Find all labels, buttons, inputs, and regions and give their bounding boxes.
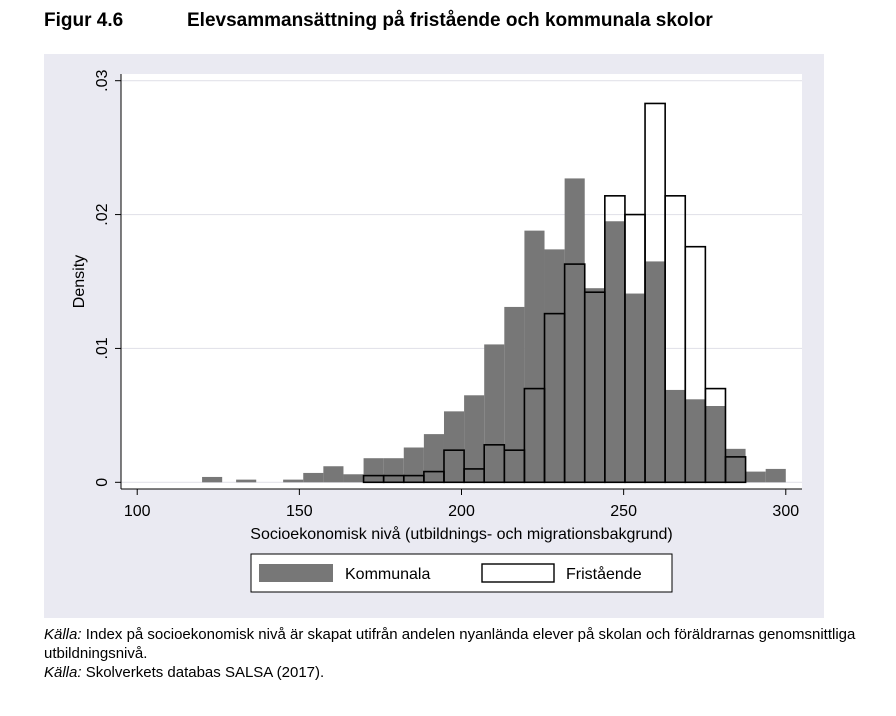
figure-title: Elevsammansättning på fristående och kom… bbox=[187, 10, 713, 31]
x-tick-label: 150 bbox=[286, 503, 313, 520]
y-tick-label: 0 bbox=[94, 478, 111, 487]
source-note: Källa: Index på socioekonomisk nivå är s… bbox=[44, 625, 864, 663]
kommunala-bar bbox=[363, 458, 384, 483]
kommunala-bar bbox=[645, 261, 666, 483]
x-axis-label: Socioekonomisk nivå (utbildnings- och mi… bbox=[250, 525, 672, 543]
fristaende-bar bbox=[443, 449, 465, 484]
x-tick-label: 300 bbox=[772, 503, 799, 520]
kommunala-bar bbox=[323, 466, 344, 483]
kommunala-bar bbox=[236, 479, 257, 483]
y-axis-label: Density bbox=[71, 255, 88, 308]
kommunala-bar bbox=[564, 178, 585, 483]
kommunala-bar bbox=[745, 471, 766, 483]
fristaende-bar bbox=[704, 387, 727, 484]
kommunala-bar bbox=[403, 447, 424, 483]
kommunala-bar bbox=[283, 479, 304, 483]
legend-swatch-kommunala bbox=[259, 564, 333, 582]
kommunala-bar bbox=[705, 406, 726, 483]
kommunala-bar bbox=[665, 389, 686, 483]
kommunala-bar bbox=[504, 306, 525, 483]
kommunala-bar bbox=[343, 474, 364, 483]
kommunala-bar bbox=[423, 434, 444, 483]
y-tick-label: .03 bbox=[94, 69, 111, 91]
legend-label-kommunala: Kommunala bbox=[345, 566, 430, 583]
y-tick-label: .02 bbox=[94, 203, 111, 225]
source-note: Källa: Skolverkets databas SALSA (2017). bbox=[44, 663, 864, 682]
kommunala-bar bbox=[383, 458, 404, 483]
figure-number: Figur 4.6 bbox=[44, 10, 124, 31]
kommunala-bar bbox=[524, 230, 545, 483]
kommunala-bar bbox=[685, 399, 706, 483]
source-note-text: Index på socioekonomisk nivå är skapat u… bbox=[44, 626, 856, 662]
source-note-text: Skolverkets databas SALSA (2017). bbox=[85, 664, 325, 681]
kommunala-bar bbox=[303, 472, 324, 483]
kommunala-bar bbox=[584, 288, 605, 483]
chart-panel: 0 .01 .02 .03 100 150 200 250 300 Socioekonomisk … bbox=[44, 54, 824, 618]
kommunala-bar bbox=[604, 221, 625, 483]
kommunala-bar bbox=[765, 468, 786, 483]
kommunala-bar bbox=[202, 476, 223, 483]
legend-label-fristaende: Fristående bbox=[566, 565, 642, 583]
legend-swatch-fristaende bbox=[481, 563, 555, 583]
x-tick-label: 250 bbox=[610, 503, 637, 520]
kommunala-bar bbox=[464, 395, 485, 483]
kommunala-bar bbox=[544, 249, 565, 483]
histogram-chart: 0 .01 .02 .03 100 150 200 250 300 Socioekonomisk … bbox=[71, 69, 802, 593]
y-tick-label: .01 bbox=[94, 337, 111, 359]
kommunala-bar bbox=[624, 293, 646, 483]
source-note-label: Källa: bbox=[44, 664, 82, 681]
x-tick-label: 200 bbox=[448, 503, 475, 520]
kommunala-bar bbox=[484, 344, 505, 483]
source-note-label: Källa: bbox=[44, 626, 82, 643]
kommunala-bar bbox=[725, 448, 746, 483]
fristaende-bar bbox=[684, 245, 707, 484]
x-tick-label: 100 bbox=[124, 503, 151, 520]
source-notes: Källa: Index på socioekonomisk nivå är s… bbox=[44, 625, 864, 682]
kommunala-bar bbox=[443, 411, 465, 483]
fristaende-bar bbox=[724, 456, 747, 484]
